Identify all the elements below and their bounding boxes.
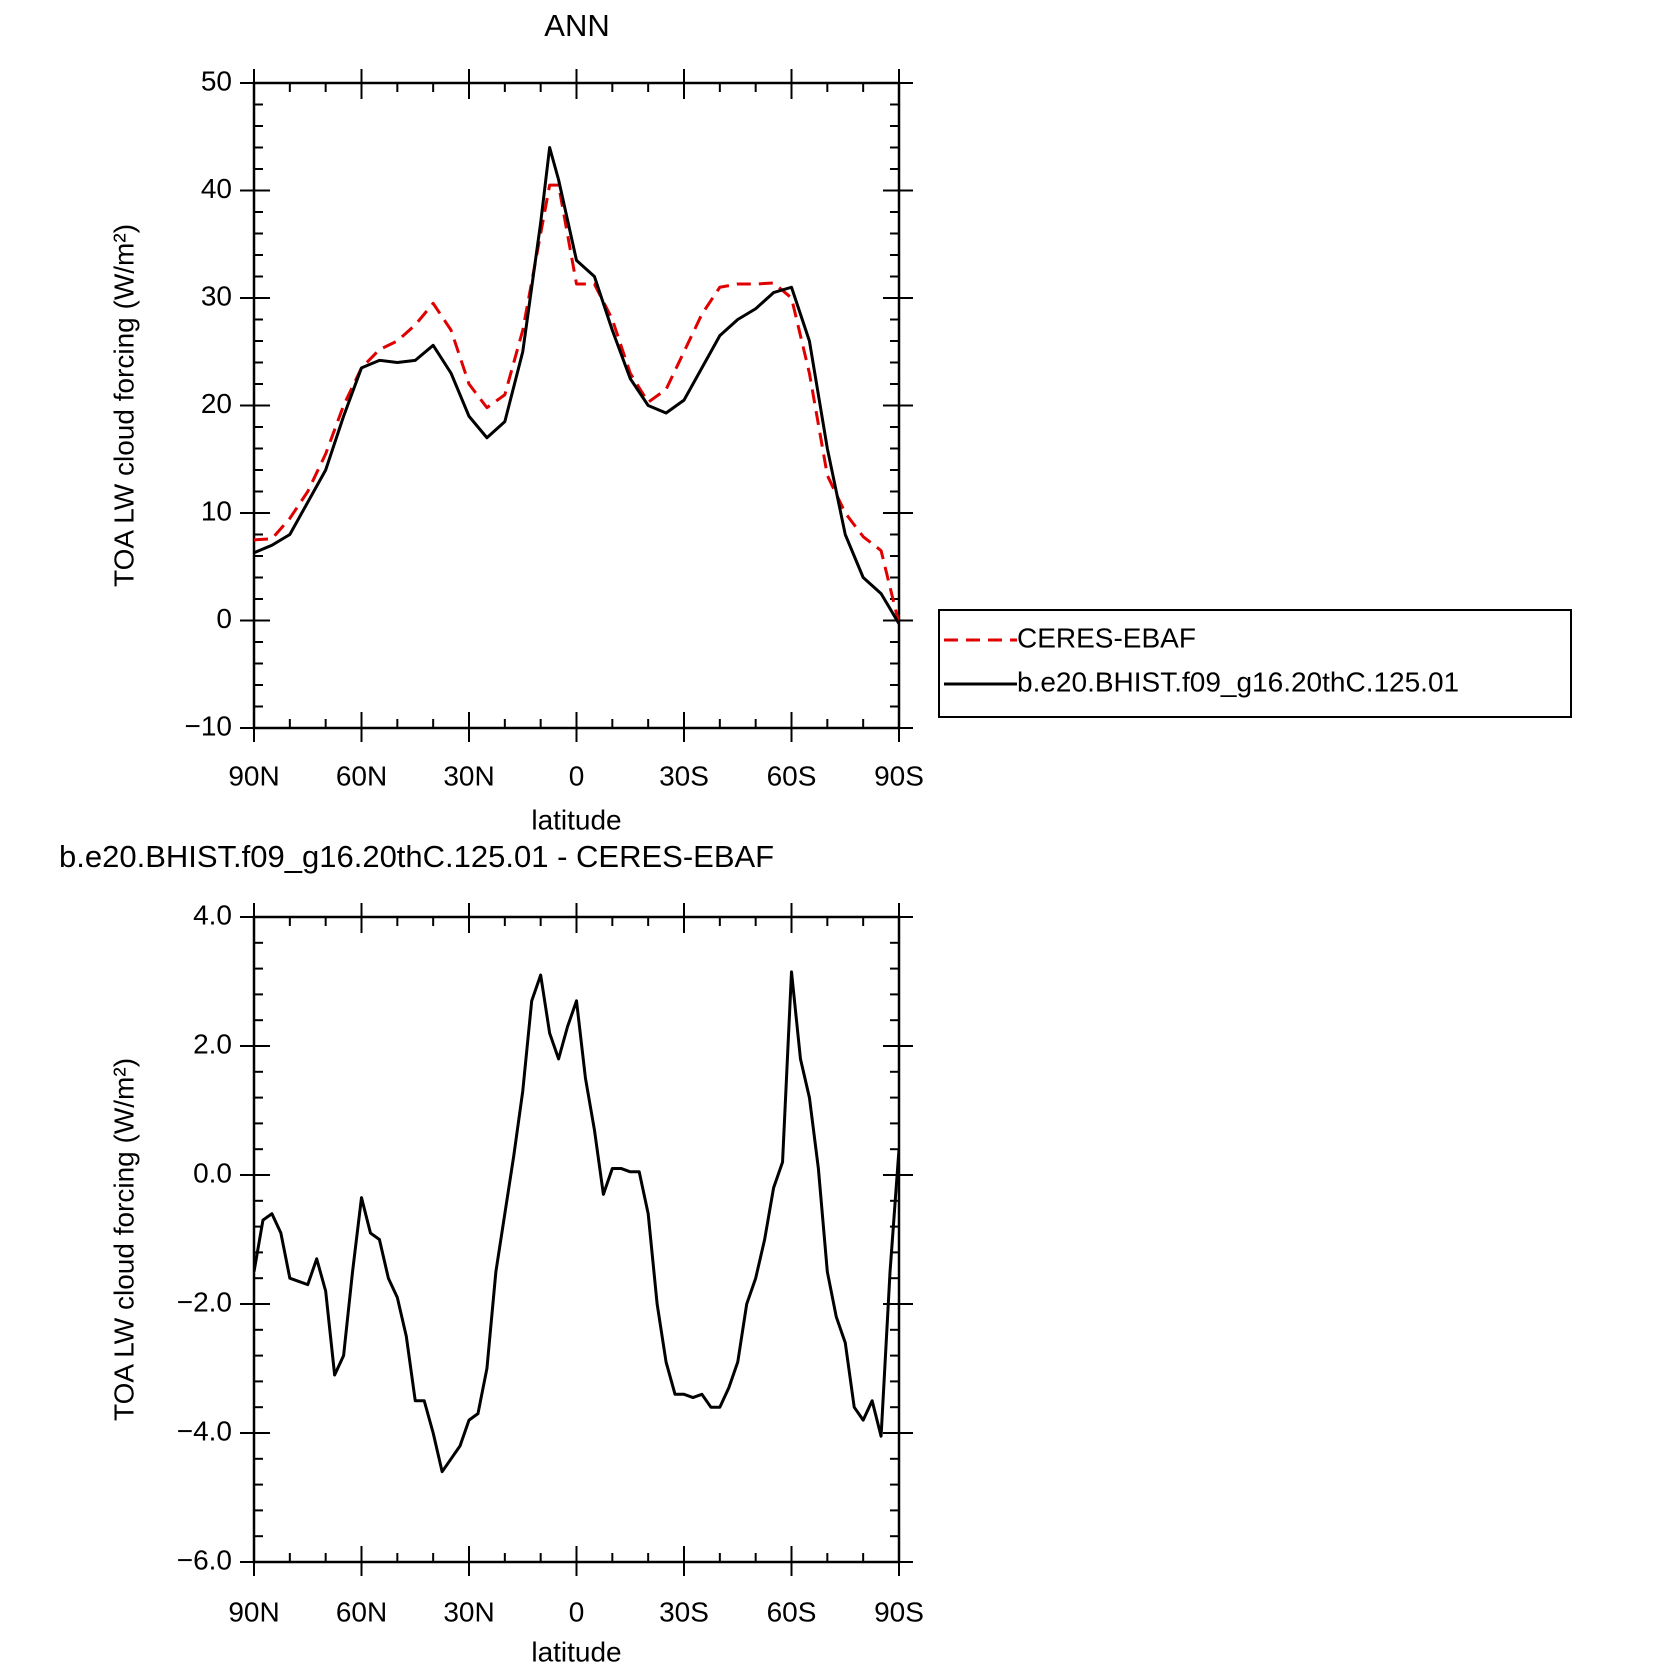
y-tick-label: −4.0	[177, 1415, 232, 1446]
data-line	[254, 183, 899, 625]
x-tick-label: 30N	[443, 1596, 494, 1627]
x-tick-label: 90S	[874, 1596, 924, 1627]
x-tick-label: 30N	[443, 760, 494, 791]
y-tick-label: 20	[201, 388, 232, 419]
x-tick-label: 30S	[659, 760, 709, 791]
y-tick-label: 10	[201, 495, 232, 526]
legend-box	[938, 609, 1572, 718]
y-tick-label: 4.0	[193, 899, 232, 930]
chart-title: b.e20.BHIST.f09_g16.20thC.125.01 - CERES…	[59, 839, 774, 874]
x-tick-label: 90S	[874, 760, 924, 791]
data-line	[254, 970, 899, 1474]
legend-label: CERES-EBAF	[1017, 622, 1196, 653]
x-tick-label: 90N	[228, 760, 279, 791]
legend-label: b.e20.BHIST.f09_g16.20thC.125.01	[1017, 666, 1459, 697]
y-tick-label: 40	[201, 173, 232, 204]
chart-title: ANN	[544, 8, 609, 43]
y-axis-label: TOA LW cloud forcing (W/m²)	[108, 224, 139, 587]
x-axis-label: latitude	[531, 804, 621, 835]
x-tick-label: 30S	[659, 1596, 709, 1627]
x-tick-label: 60N	[336, 760, 387, 791]
plot-frame	[252, 81, 901, 730]
x-tick-label: 0	[569, 1596, 585, 1627]
y-tick-label: −2.0	[177, 1286, 232, 1317]
x-tick-label: 60S	[767, 1596, 817, 1627]
x-axis-label: latitude	[531, 1636, 621, 1667]
plot-frame	[252, 915, 901, 1564]
y-tick-label: −6.0	[177, 1544, 232, 1575]
x-tick-label: 90N	[228, 1596, 279, 1627]
x-tick-label: 0	[569, 760, 585, 791]
x-tick-label: 60S	[767, 760, 817, 791]
y-tick-label: 0.0	[193, 1157, 232, 1188]
data-line	[254, 146, 899, 625]
y-tick-label: −10	[185, 710, 233, 741]
y-tick-label: 0	[216, 603, 232, 634]
y-tick-label: 50	[201, 65, 232, 96]
y-tick-label: 2.0	[193, 1028, 232, 1059]
y-tick-label: 30	[201, 280, 232, 311]
x-tick-label: 60N	[336, 1596, 387, 1627]
y-axis-label: TOA LW cloud forcing (W/m²)	[108, 1058, 139, 1421]
